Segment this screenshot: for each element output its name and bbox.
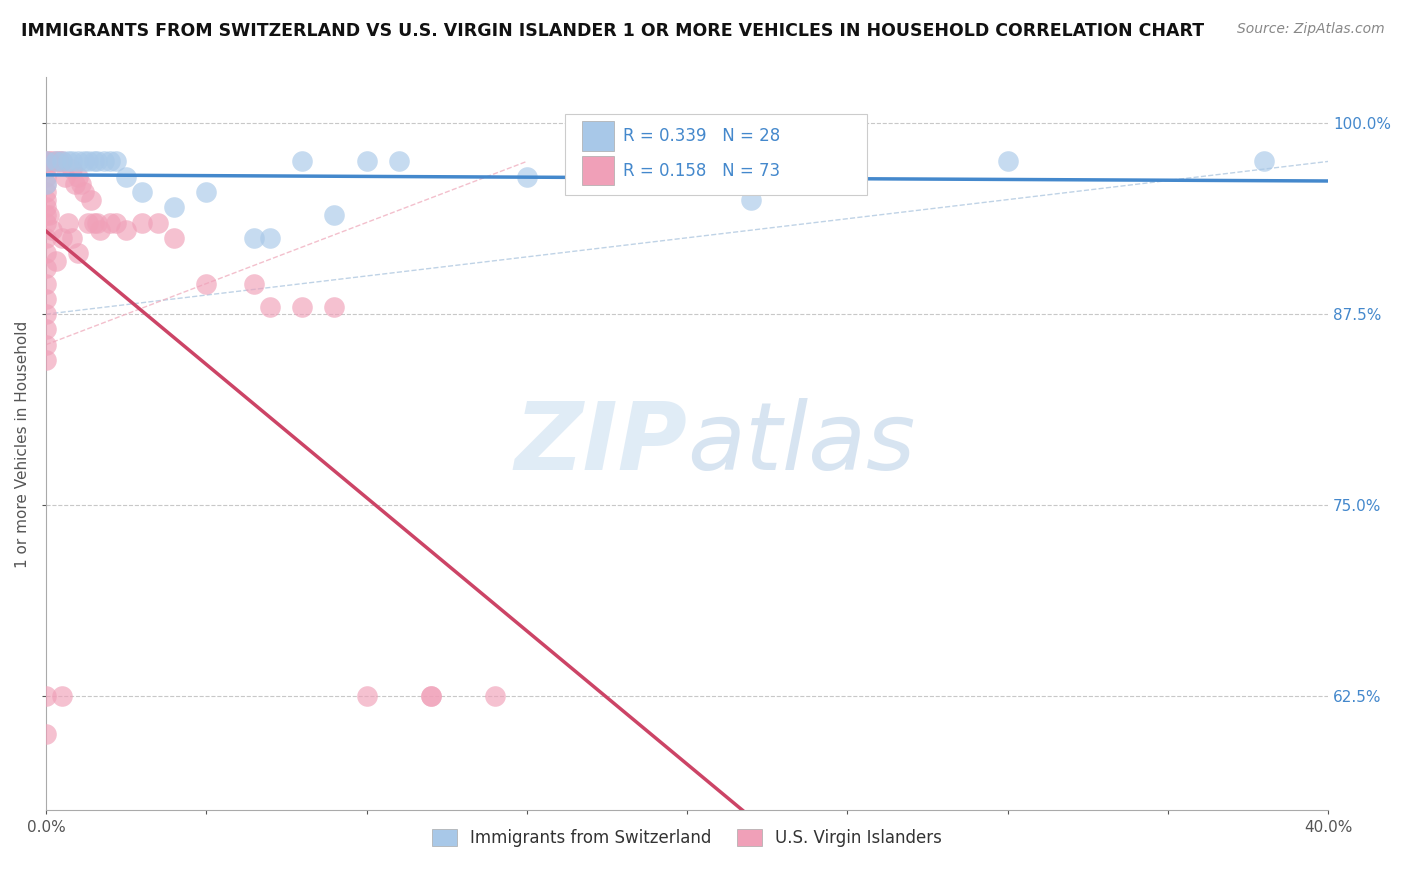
Point [70, 178, 93, 192]
Point [997, 154, 1019, 169]
Point [80, 193, 103, 207]
Point [259, 300, 281, 314]
Point [35, 261, 58, 276]
Point [35, 169, 58, 184]
Point [51, 689, 73, 703]
Point [83, 215, 105, 229]
Point [51, 231, 73, 245]
Point [35, 154, 58, 169]
Point [323, 300, 346, 314]
Point [45, 253, 67, 268]
Point [60, 231, 83, 245]
Point [38, 208, 60, 222]
Point [41, 223, 63, 237]
Point [73, 185, 96, 199]
Point [58, 154, 80, 169]
Point [35, 277, 58, 291]
Point [146, 215, 169, 229]
Point [484, 689, 506, 703]
Point [291, 154, 314, 169]
Point [35, 292, 58, 306]
Point [45, 154, 67, 169]
Text: atlas: atlas [688, 399, 915, 490]
Point [48, 154, 70, 169]
Point [105, 215, 128, 229]
Point [419, 689, 441, 703]
Point [35, 689, 58, 703]
Point [35, 231, 58, 245]
Point [66, 154, 89, 169]
Point [35, 193, 58, 207]
Point [35, 322, 58, 336]
Point [105, 154, 128, 169]
Point [98, 215, 121, 229]
Point [35, 178, 58, 192]
Point [35, 337, 58, 351]
Point [60, 154, 83, 169]
Point [35, 727, 58, 741]
Point [356, 689, 378, 703]
Point [35, 215, 58, 229]
Point [419, 689, 441, 703]
Point [195, 277, 218, 291]
Bar [582, 156, 614, 186]
Bar [582, 121, 614, 151]
Point [356, 154, 378, 169]
Point [38, 154, 60, 169]
Point [35, 246, 58, 260]
Point [243, 231, 266, 245]
Point [53, 169, 76, 184]
Point [66, 246, 89, 260]
Point [86, 215, 108, 229]
Point [63, 178, 86, 192]
Point [115, 223, 138, 237]
Text: R = 0.339   N = 28: R = 0.339 N = 28 [623, 127, 780, 145]
Point [35, 208, 58, 222]
Text: Source: ZipAtlas.com: Source: ZipAtlas.com [1237, 22, 1385, 37]
Text: IMMIGRANTS FROM SWITZERLAND VS U.S. VIRGIN ISLANDER 1 OR MORE VEHICLES IN HOUSEH: IMMIGRANTS FROM SWITZERLAND VS U.S. VIRG… [21, 22, 1204, 40]
Point [58, 215, 80, 229]
Point [76, 215, 98, 229]
Point [35, 307, 58, 321]
Point [1253, 154, 1275, 169]
Point [131, 185, 153, 199]
Point [35, 162, 58, 177]
Point [83, 154, 105, 169]
Point [163, 231, 186, 245]
Point [35, 200, 58, 214]
Point [60, 162, 83, 177]
Point [76, 154, 98, 169]
Point [93, 154, 115, 169]
Point [35, 353, 58, 368]
Point [387, 154, 409, 169]
Point [89, 223, 111, 237]
Point [86, 154, 108, 169]
Point [45, 154, 67, 169]
Point [35, 154, 58, 169]
Point [259, 231, 281, 245]
Point [131, 215, 153, 229]
Text: R = 0.158   N = 73: R = 0.158 N = 73 [623, 161, 780, 179]
Point [163, 200, 186, 214]
Point [66, 169, 89, 184]
Text: ZIP: ZIP [515, 398, 688, 490]
Point [51, 154, 73, 169]
Point [35, 178, 58, 192]
Point [73, 154, 96, 169]
Point [516, 169, 538, 184]
Point [195, 185, 218, 199]
Point [51, 154, 73, 169]
Point [323, 208, 346, 222]
Point [41, 154, 63, 169]
Point [291, 300, 314, 314]
Point [98, 154, 121, 169]
Point [740, 193, 762, 207]
Point [115, 169, 138, 184]
FancyBboxPatch shape [565, 114, 866, 194]
Legend: Immigrants from Switzerland, U.S. Virgin Islanders: Immigrants from Switzerland, U.S. Virgin… [426, 822, 949, 854]
Point [243, 277, 266, 291]
Point [35, 185, 58, 199]
Y-axis label: 1 or more Vehicles in Household: 1 or more Vehicles in Household [15, 320, 30, 567]
